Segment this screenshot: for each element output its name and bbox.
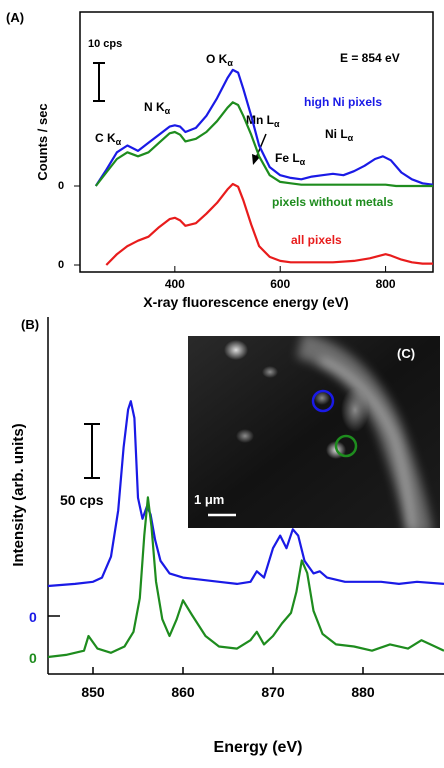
series-line-pixels-without-metals <box>47 496 444 659</box>
peak-label-ni-l: Ni Lα <box>325 127 354 143</box>
panel-c-label: (C) <box>397 346 415 361</box>
panel-b-zero-label-green: 0 <box>29 650 37 666</box>
panel-c-scale-label: 1 μm <box>194 492 224 507</box>
x-tick-label: 860 <box>171 684 195 700</box>
panel-c: (C) 1 μm <box>188 336 440 528</box>
panel-a: (A) Counts / sec X-ray fluorescence ener… <box>6 10 434 310</box>
panel-a-frame <box>79 11 434 273</box>
panel-b-zero-label-blue: 0 <box>29 609 37 625</box>
series-line-high-ni-pixels <box>47 400 444 588</box>
panel-a-zero-label-lower: 0 <box>58 259 64 271</box>
peak-label-c-k: C Kα <box>95 131 122 147</box>
high-ni-region-marker <box>311 389 335 413</box>
panel-a-energy-label: E = 854 eV <box>340 51 400 65</box>
panel-b-xlabel: Energy (eV) <box>214 739 303 756</box>
peak-label-o-k: O Kα <box>206 52 233 68</box>
no-metal-region-marker <box>334 434 358 458</box>
legend-without-metals: pixels without metals <box>272 195 394 209</box>
panel-b: (B) Intensity (arb. units) Energy (eV) 0… <box>10 317 444 756</box>
panel-b-ylabel: Intensity (arb. units) <box>10 423 27 566</box>
peak-label-fe-l: Fe Lα <box>275 151 306 167</box>
legend-high-ni: high Ni pixels <box>304 95 382 109</box>
panel-b-label: (B) <box>21 317 39 332</box>
x-tick-label: 800 <box>376 277 396 291</box>
panel-a-x-ticks: 400 600 800 <box>165 266 396 291</box>
x-tick-label: 400 <box>165 277 185 291</box>
series-line-all-pixels <box>105 182 433 266</box>
panel-a-series <box>94 68 434 266</box>
dim-spot <box>236 429 254 443</box>
panel-b-series <box>47 400 444 659</box>
cell-edge-bright <box>318 357 415 528</box>
mn-arrow-head <box>252 154 260 165</box>
x-tick-label: 880 <box>351 684 375 700</box>
dim-spot <box>262 366 278 378</box>
x-tick-label: 850 <box>81 684 105 700</box>
dim-spot <box>314 391 330 405</box>
panel-a-xlabel: X-ray fluorescence energy (eV) <box>143 294 348 310</box>
panel-b-scale-label: 50 cps <box>60 492 104 508</box>
series-line-pixels-without-metals <box>94 101 433 188</box>
micrograph-features <box>224 336 432 528</box>
x-tick-label: 600 <box>270 277 290 291</box>
x-tick-label: 870 <box>261 684 285 700</box>
panel-a-label: (A) <box>6 10 24 25</box>
bright-spot <box>224 340 248 360</box>
panel-b-x-ticks: 850 860 870 880 <box>81 667 375 700</box>
panel-a-zero-label-upper: 0 <box>58 180 64 192</box>
panel-a-scale-label: 10 cps <box>88 38 122 50</box>
panel-a-ylabel: Counts / sec <box>35 103 50 180</box>
legend-all-pixels: all pixels <box>291 233 342 247</box>
cell-body-glow <box>341 388 369 432</box>
series-line-high-ni-pixels <box>94 68 434 187</box>
peak-label-n-k: N Kα <box>144 100 171 116</box>
